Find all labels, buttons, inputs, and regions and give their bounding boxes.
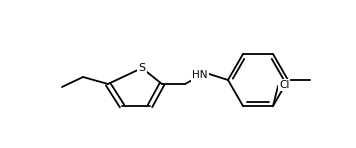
Text: S: S xyxy=(138,63,146,73)
Text: Cl: Cl xyxy=(279,80,289,90)
Text: HN: HN xyxy=(192,70,208,80)
